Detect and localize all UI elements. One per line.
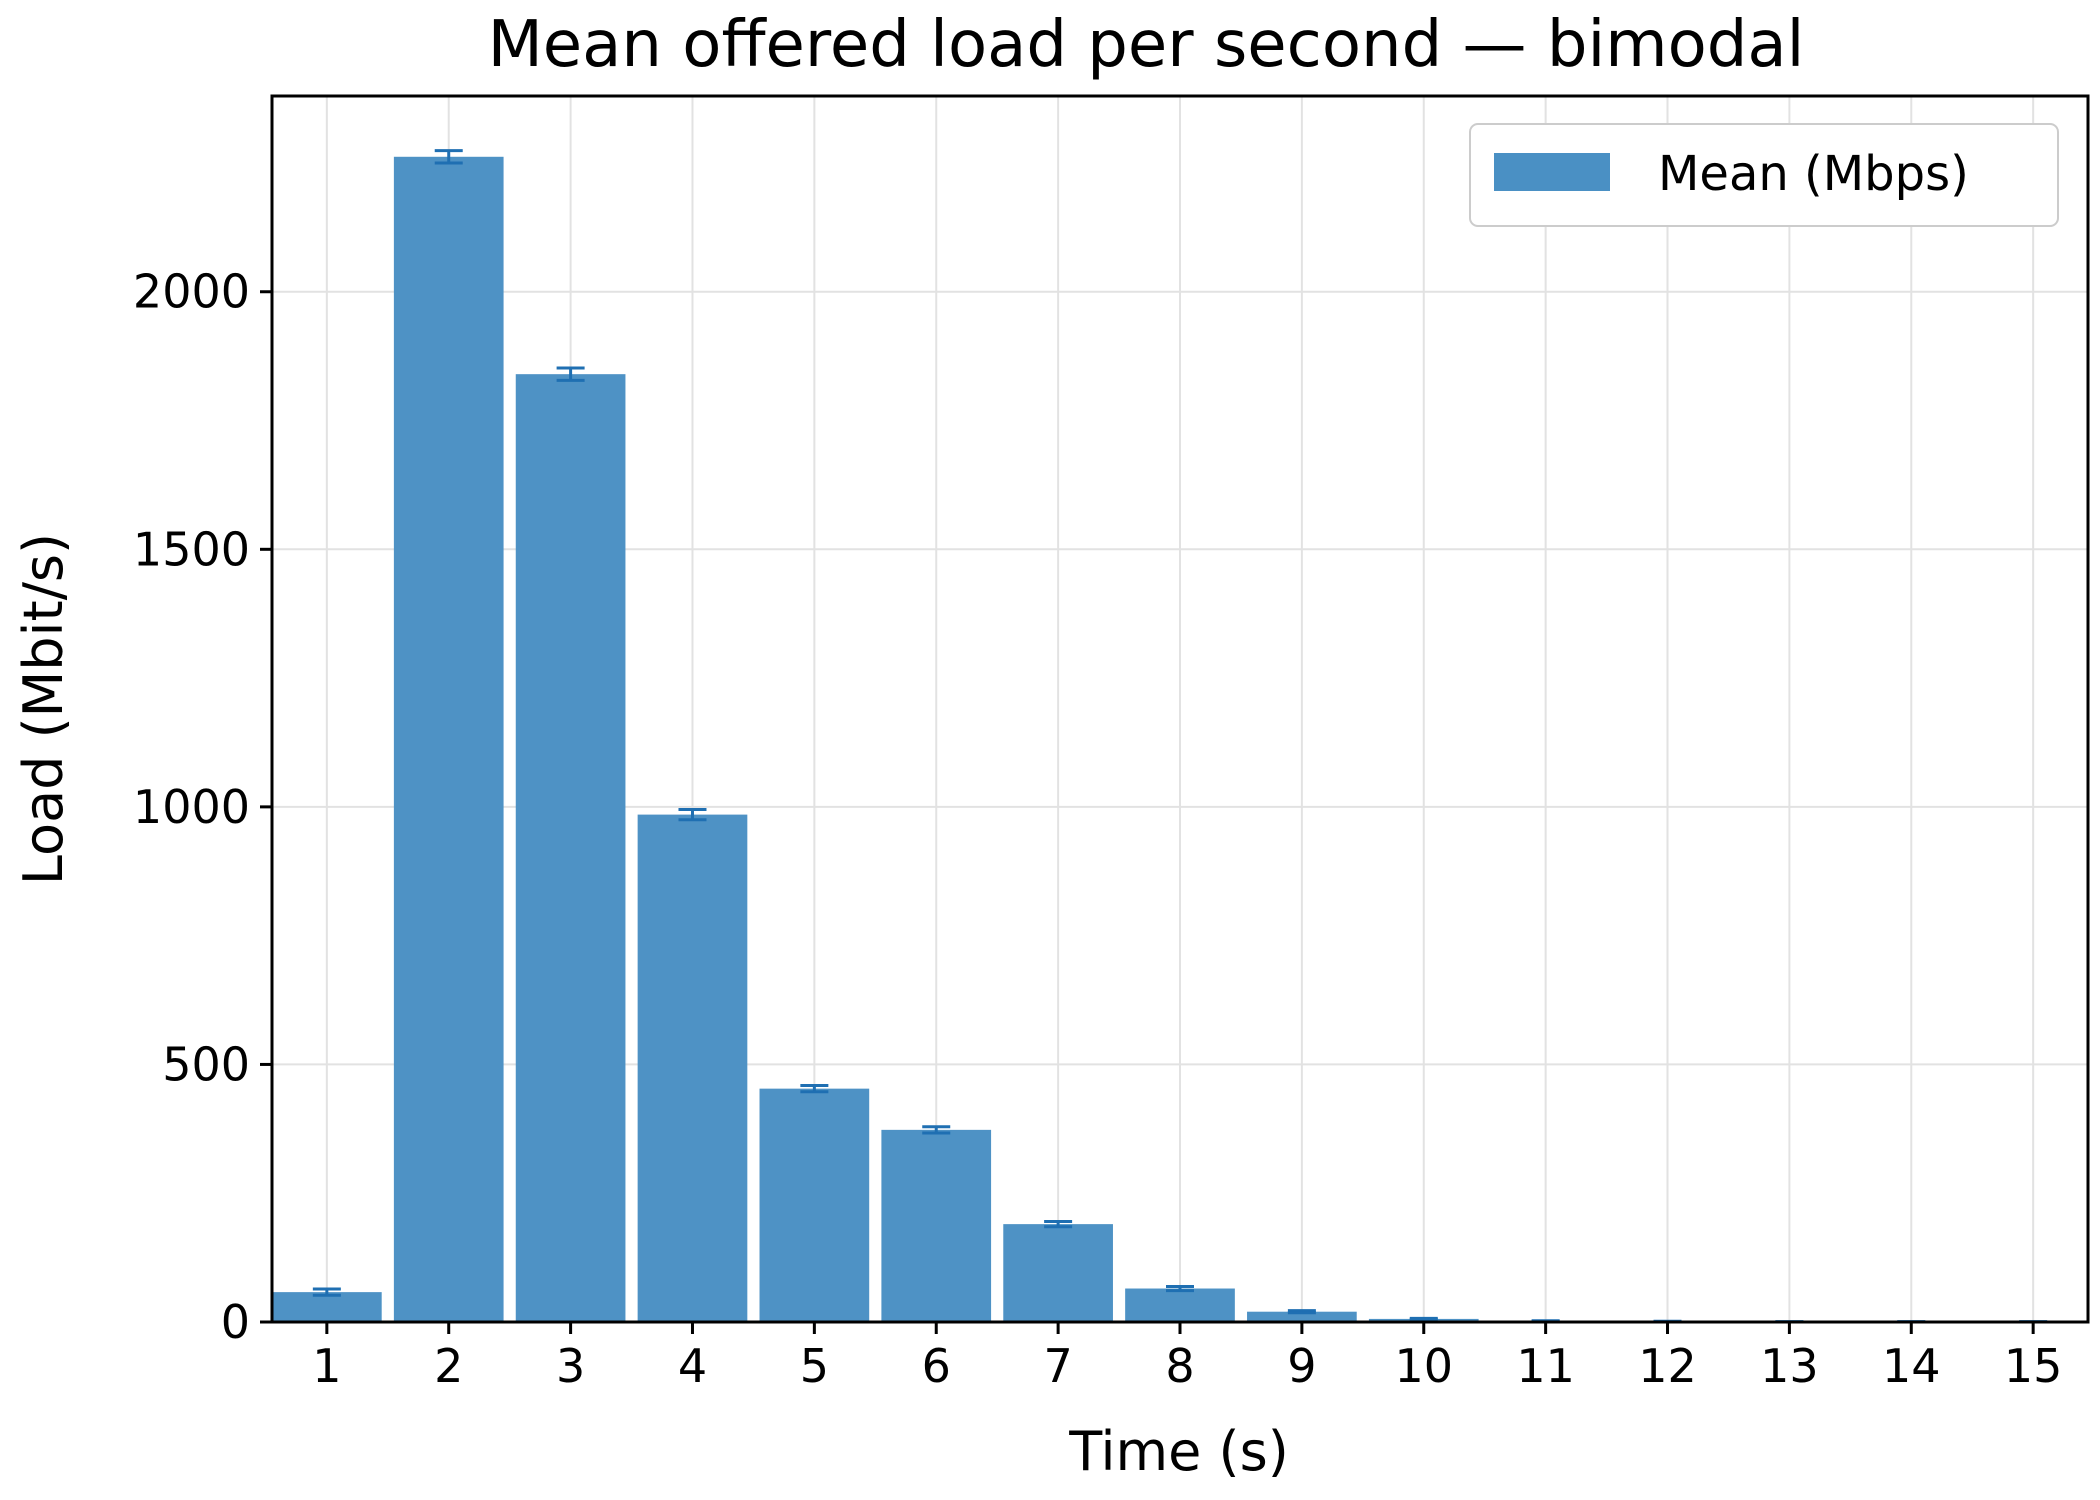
x-tick-label: 2	[434, 1339, 463, 1393]
bar-2	[393, 156, 504, 1322]
legend: Mean (Mbps)	[1469, 123, 2059, 227]
x-tick-label: 8	[1165, 1339, 1194, 1393]
x-tick-label: 6	[922, 1339, 951, 1393]
x-tick-label: 4	[678, 1339, 707, 1393]
bar-3	[515, 374, 626, 1322]
legend-label: Mean (Mbps)	[1658, 146, 1969, 202]
x-tick-label: 5	[800, 1339, 829, 1393]
x-tick-label: 13	[1760, 1339, 1819, 1393]
bar-4	[637, 814, 748, 1322]
x-tick-label: 1	[312, 1339, 341, 1393]
x-tick-label: 7	[1043, 1339, 1072, 1393]
x-tick-label: 9	[1287, 1339, 1316, 1393]
x-axis-label: Time (s)	[1068, 1420, 1289, 1483]
y-tick-label: 2000	[133, 265, 250, 319]
bars	[272, 156, 2088, 1322]
y-axis-ticks: 0 500 1000 1500 2000	[133, 265, 272, 1349]
bar-7	[1003, 1224, 1113, 1322]
bar-8	[1125, 1288, 1235, 1322]
x-tick-label: 15	[2004, 1339, 2063, 1393]
x-axis-ticks: 1 2 3 4 5 6 7 8 9 10 11 12 13 14 15	[312, 1322, 2062, 1393]
y-tick-label: 0	[221, 1295, 250, 1349]
y-tick-label: 1000	[133, 780, 250, 834]
bar-6	[881, 1129, 992, 1322]
x-tick-label: 12	[1638, 1339, 1697, 1393]
chart-title: Mean offered load per second — bimodal	[488, 8, 1805, 82]
legend-box	[1469, 123, 2059, 227]
y-axis-label: Load (Mbit/s)	[12, 533, 75, 885]
bar-9	[1247, 1311, 1357, 1322]
bar-5	[759, 1088, 870, 1322]
legend-swatch	[1494, 153, 1610, 191]
x-tick-label: 14	[1882, 1339, 1941, 1393]
x-tick-label: 10	[1394, 1339, 1453, 1393]
y-tick-label: 1500	[133, 522, 250, 576]
y-tick-label: 500	[162, 1037, 250, 1091]
x-tick-label: 11	[1516, 1339, 1575, 1393]
bar-1	[272, 1292, 382, 1322]
x-tick-label: 3	[556, 1339, 585, 1393]
